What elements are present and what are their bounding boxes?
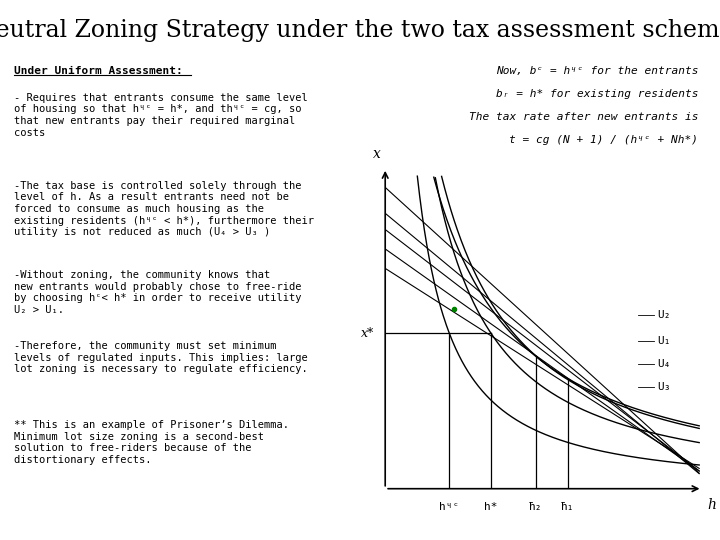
Text: ħ₂: ħ₂ bbox=[529, 502, 543, 512]
Text: Neutral Zoning Strategy under the two tax assessment schemes: Neutral Zoning Strategy under the two ta… bbox=[0, 19, 720, 42]
Text: t = cg (N + 1) / (hᶣᶜ + Nh*): t = cg (N + 1) / (hᶣᶜ + Nh*) bbox=[510, 135, 698, 145]
Text: h*: h* bbox=[484, 502, 498, 512]
Text: ħ₁: ħ₁ bbox=[561, 502, 575, 512]
Text: ** This is an example of Prisoner’s Dilemma.
Minimum lot size zoning is a second: ** This is an example of Prisoner’s Dile… bbox=[14, 420, 289, 465]
Text: U₄: U₄ bbox=[657, 359, 671, 369]
Text: x*: x* bbox=[361, 327, 374, 340]
Text: -The tax base is controlled solely through the
level of h. As a result entrants : -The tax base is controlled solely throu… bbox=[14, 181, 315, 237]
Text: The tax rate after new entrants is: The tax rate after new entrants is bbox=[469, 112, 698, 123]
Text: bᵣ = h* for existing residents: bᵣ = h* for existing residents bbox=[496, 89, 698, 99]
Text: h: h bbox=[708, 498, 716, 512]
Text: -Therefore, the community must set minimum
levels of regulated inputs. This impl: -Therefore, the community must set minim… bbox=[14, 341, 308, 374]
Text: x: x bbox=[373, 147, 381, 161]
Text: U₁: U₁ bbox=[657, 336, 671, 346]
Text: hᶣᶜ: hᶣᶜ bbox=[439, 502, 459, 512]
Text: - Requires that entrants consume the same level
of housing so that hᶣᶜ = h*, and: - Requires that entrants consume the sam… bbox=[14, 93, 308, 138]
Text: -Without zoning, the community knows that
new entrants would probably chose to f: -Without zoning, the community knows tha… bbox=[14, 270, 302, 315]
Text: Now, bᶜ = hᶣᶜ for the entrants: Now, bᶜ = hᶣᶜ for the entrants bbox=[496, 66, 698, 76]
Text: U₃: U₃ bbox=[657, 382, 671, 392]
Text: Under Uniform Assessment:: Under Uniform Assessment: bbox=[14, 66, 183, 76]
Text: U₂: U₂ bbox=[657, 310, 671, 320]
